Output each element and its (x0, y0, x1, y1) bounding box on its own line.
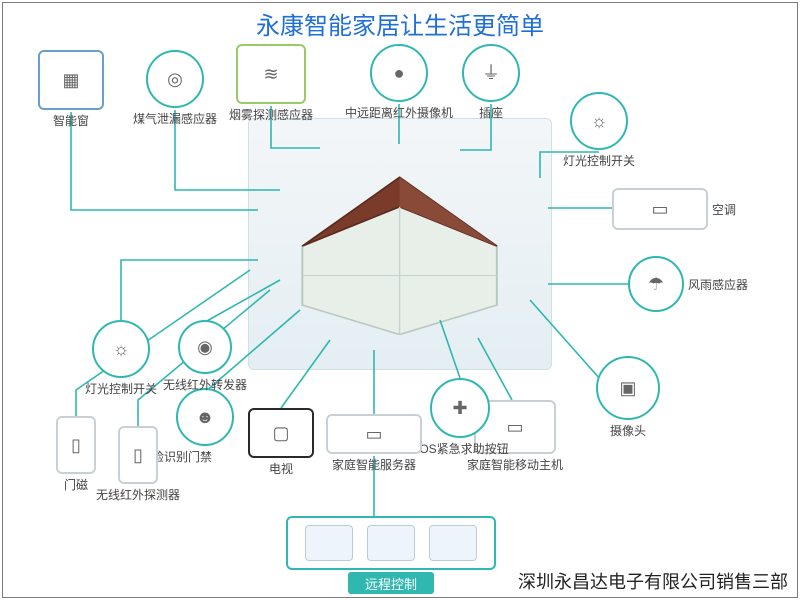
device-ring-icon: ✚ (430, 378, 490, 438)
device-door-sensor: ▯门磁 (56, 416, 96, 474)
device-smart-window: ▦智能窗 (38, 50, 104, 110)
camera-icon: ▣ (619, 379, 636, 397)
device-home-server: ▭家庭智能服务器 (326, 414, 422, 454)
mobile-host-icon: ▭ (506, 418, 523, 436)
device-label: 门磁 (0, 476, 156, 493)
smart-window-icon: ▦ (62, 71, 79, 89)
ir-repeater-icon: ◉ (197, 338, 213, 356)
device-rain-sensor: ☂风雨感应器 (628, 256, 684, 312)
device-socket: ⏚插座 (462, 44, 520, 102)
light-ctrl-top-icon: ☼ (591, 112, 608, 130)
phone-icon (429, 525, 477, 561)
device-box-icon: ▯ (56, 416, 96, 474)
tablet-icon (367, 525, 415, 561)
footer-text: 深圳永昌达电子有限公司销售三部 (518, 568, 788, 594)
smoke-icon: ≋ (263, 65, 278, 83)
device-light-ctrl-top: ☼灯光控制开关 (570, 92, 628, 150)
ir-detector-icon: ▯ (133, 446, 143, 464)
device-ring-icon: ▣ (596, 356, 660, 420)
device-sos: ✚SOS紧急求助按钮 (430, 378, 490, 438)
device-ring-icon: ☂ (628, 256, 684, 312)
remote-control-panel (286, 516, 496, 570)
device-label: 插座 (411, 104, 571, 121)
device-tv: ▢电视 (248, 408, 314, 458)
door-sensor-icon: ▯ (71, 436, 81, 454)
device-aircon: ▭空调 (612, 188, 708, 230)
laptop-icon (305, 525, 353, 561)
device-box-icon: ▭ (326, 414, 422, 454)
device-ring-icon: ☼ (92, 320, 150, 378)
rain-sensor-icon: ☂ (648, 275, 664, 293)
device-label: 灯光控制开关 (519, 152, 679, 169)
face-lock-icon: ☻ (196, 408, 215, 426)
diagram-stage: 永康智能家居让生活更简单深圳永昌达电子有限公司销售三部 ▦智能窗 ◎煤气泄漏感应器 ≋… (0, 0, 800, 600)
device-ring-icon: ◎ (146, 50, 204, 108)
socket-icon: ⏚ (482, 64, 500, 82)
device-box-icon: ▦ (38, 50, 104, 110)
device-box-icon: ▭ (612, 188, 708, 230)
device-ring-icon: ● (370, 44, 428, 102)
device-label: 摄像头 (548, 422, 708, 439)
device-label: 空调 (712, 201, 736, 218)
device-ring-icon: ☼ (570, 92, 628, 150)
device-ring-icon: ⏚ (462, 44, 520, 102)
device-label: 家庭智能移动主机 (435, 456, 595, 473)
device-ring-icon: ◉ (178, 320, 232, 374)
device-gas-leak: ◎煤气泄漏感应器 (146, 50, 204, 108)
device-light-ctrl-l: ☼灯光控制开关 (92, 320, 150, 378)
tv-icon: ▢ (272, 424, 289, 442)
device-label: 风雨感应器 (688, 276, 748, 293)
device-ir-camera: ●中远距离红外摄像机 (370, 44, 428, 102)
aircon-icon: ▭ (651, 200, 668, 218)
remote-control-label: 远程控制 (348, 572, 434, 594)
device-smoke: ≋烟雾探测感应器 (236, 44, 306, 104)
sos-icon: ✚ (452, 399, 467, 417)
gas-leak-icon: ◎ (167, 70, 183, 88)
home-server-icon: ▭ (365, 425, 382, 443)
device-camera: ▣摄像头 (596, 356, 660, 420)
house-illustration (248, 118, 552, 370)
light-ctrl-l-icon: ☼ (113, 340, 130, 358)
device-box-icon: ▢ (248, 408, 314, 458)
device-label: 无线红外转发器 (125, 376, 285, 393)
device-ir-repeater: ◉无线红外转发器 (178, 320, 232, 374)
ir-camera-icon: ● (394, 64, 405, 82)
page-title: 永康智能家居让生活更简单 (0, 6, 800, 41)
device-box-icon: ≋ (236, 44, 306, 104)
